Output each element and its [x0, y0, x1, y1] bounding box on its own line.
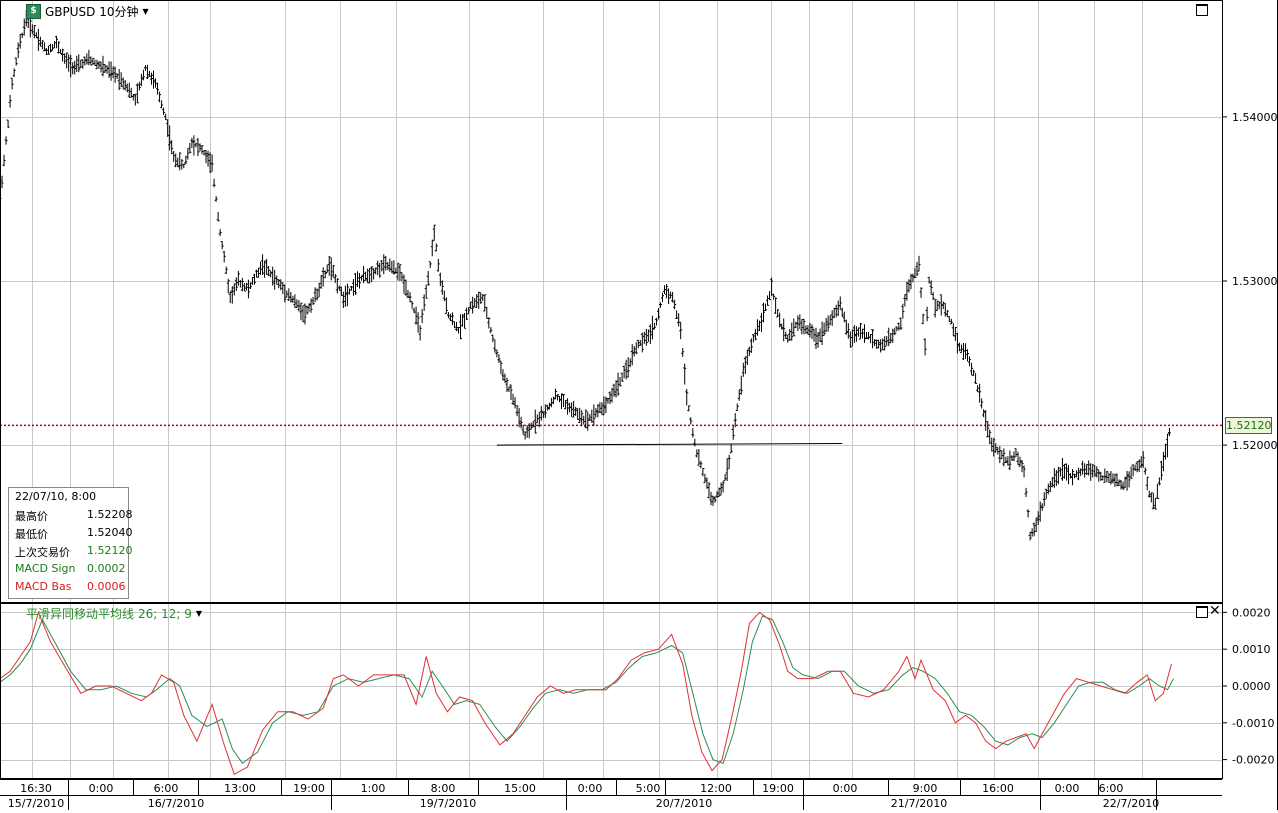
datetime-row: 22/07/10, 8:00 — [15, 490, 124, 506]
x-tick-label: 8:00 — [431, 782, 456, 795]
indicator-name: 平滑异同移动平均线 — [26, 607, 135, 621]
close-indicator-panel-button[interactable]: ✕ — [1209, 603, 1221, 619]
x-tick-label: 0:00 — [1055, 782, 1080, 795]
x-date-label: 22/7/2010 — [1103, 797, 1159, 810]
chevron-down-icon[interactable]: ▼ — [195, 609, 203, 618]
horizontal-annotation-line[interactable] — [496, 442, 843, 446]
x-tick-label: 6:00 — [154, 782, 179, 795]
x-tick-label: 16:00 — [982, 782, 1014, 795]
x-date-label: 20/7/2010 — [656, 797, 712, 810]
x-date-label: 15/7/2010 — [8, 797, 64, 810]
x-date-label: 19/7/2010 — [420, 797, 476, 810]
info-value: 0.0006 — [87, 580, 126, 593]
x-tick-label: 16:30 — [20, 782, 52, 795]
symbol-timeframe[interactable]: GBPUSD 10分钟 — [45, 4, 139, 19]
x-date-label: 21/7/2010 — [891, 797, 947, 810]
info-row-last: 上次交易价 1.52120 — [15, 544, 133, 560]
indicator-params: 26; 12; 9 — [138, 606, 192, 621]
x-tick-label: 13:00 — [224, 782, 256, 795]
price-bars — [0, 10, 1171, 541]
macd-bas-line — [0, 610, 1172, 776]
datetime-value: 22/07/10, 8:00 — [15, 490, 97, 503]
info-row-low: 最低价 1.52040 — [15, 526, 133, 542]
info-label: 最高价 — [15, 510, 48, 523]
info-value: 0.0002 — [87, 562, 126, 575]
y-tick-label: 1.52000 — [1232, 439, 1278, 452]
x-tick-label: 9:00 — [913, 782, 938, 795]
x-date-label: 16/7/2010 — [148, 797, 204, 810]
macd-lines — [0, 610, 1174, 776]
x-tick-label: 1:00 — [361, 782, 386, 795]
indicator-label[interactable]: 平滑异同移动平均线 26; 12; 9 ▼ — [26, 605, 202, 622]
chart-header[interactable]: $ GBPUSD 10分钟 ▼ — [26, 3, 149, 19]
maximize-main-panel-button[interactable] — [1196, 4, 1208, 16]
x-tick-label: 0:00 — [578, 782, 603, 795]
info-value: 1.52040 — [87, 526, 133, 539]
info-label: 最低价 — [15, 528, 48, 541]
info-label: 上次交易价 — [15, 546, 70, 559]
info-row-high: 最高价 1.52208 — [15, 508, 133, 524]
info-row-macd-bas: MACD Bas 0.0006 — [15, 580, 126, 596]
y-tick-label: -0.0010 — [1232, 717, 1274, 730]
y-tick-label: 1.53000 — [1232, 275, 1278, 288]
x-tick-label: 19:00 — [293, 782, 325, 795]
y-tick-label: -0.0020 — [1232, 754, 1274, 767]
info-row-macd-sign: MACD Sign 0.0002 — [15, 562, 126, 578]
data-window: 22/07/10, 8:00 最高价 1.52208 最低价 1.52040 上… — [8, 487, 133, 599]
y-tick-label: 0.0010 — [1232, 643, 1271, 656]
chevron-down-icon[interactable]: ▼ — [142, 6, 149, 16]
macd-sign-line — [0, 615, 1174, 765]
x-tick-label: 6:00 — [1099, 782, 1124, 795]
chart-app-icon: $ — [26, 3, 41, 19]
x-tick-label: 15:00 — [504, 782, 536, 795]
info-value: 1.52208 — [87, 508, 133, 521]
x-tick-label: 12:00 — [700, 782, 732, 795]
maximize-indicator-panel-button[interactable] — [1196, 606, 1208, 618]
x-tick-label: 19:00 — [762, 782, 794, 795]
y-tick-label: 0.0000 — [1232, 680, 1271, 693]
last-price-tag: 1.52120 — [1225, 417, 1272, 435]
x-tick-label: 0:00 — [833, 782, 858, 795]
y-tick-label: 0.0020 — [1232, 606, 1271, 619]
x-tick-label: 0:00 — [89, 782, 114, 795]
info-label: MACD Sign — [15, 562, 76, 575]
info-value: 1.52120 — [87, 544, 133, 557]
y-tick-label: 1.54000 — [1232, 111, 1278, 124]
x-tick-label: 5:00 — [636, 782, 661, 795]
info-label: MACD Bas — [15, 580, 72, 593]
